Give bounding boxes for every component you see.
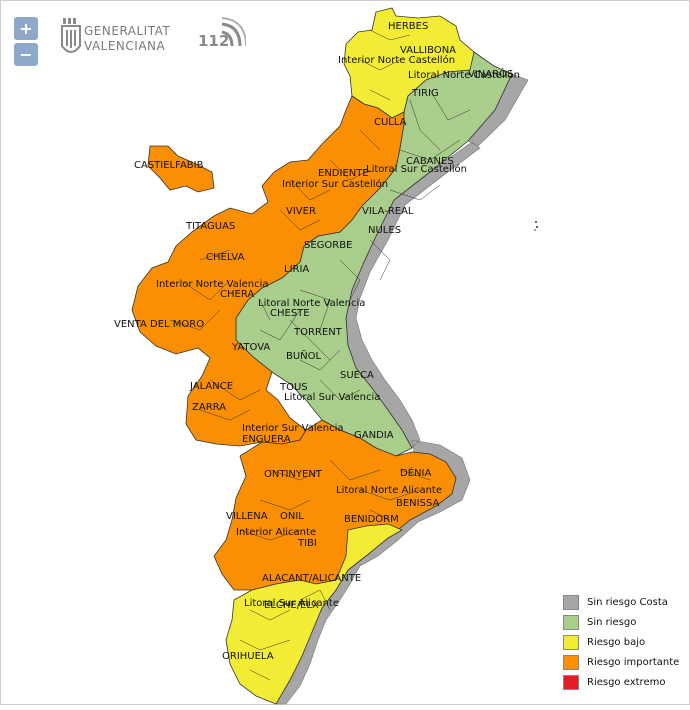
map-label: CABANES: [406, 156, 454, 167]
region-important-enclave[interactable]: [147, 145, 215, 193]
legend-swatch: [563, 634, 579, 650]
map-label: SUECA: [340, 370, 374, 381]
map-label: VENTA DEL MORO: [114, 319, 204, 330]
map-label: TIRIG: [411, 88, 439, 99]
map-label: Interior Norte Valencia: [156, 279, 269, 290]
region-low-south[interactable]: [225, 523, 403, 705]
risk-legend: Sin riesgo Costa Sin riesgo Riesgo bajo …: [563, 592, 679, 692]
map-label: NULES: [368, 225, 401, 236]
map-label: CHERA: [220, 289, 254, 300]
map-label: CHELVA: [206, 252, 244, 263]
map-label: VILLENA: [226, 511, 268, 522]
emergency-number: 112: [198, 32, 230, 50]
legend-label: Riesgo extremo: [587, 676, 666, 688]
legend-swatch: [563, 614, 579, 630]
map-label: VILA-REAL: [362, 206, 414, 217]
map-label: Litoral Norte Valencia: [258, 298, 365, 309]
legend-item: Sin riesgo: [563, 612, 679, 632]
gva-line2: VALENCIANA: [84, 39, 166, 53]
map-label: ELCHE/ELX: [264, 600, 319, 611]
legend-item: Riesgo bajo: [563, 632, 679, 652]
municipal-boundaries: [169, 29, 471, 681]
legend-swatch: [563, 594, 579, 610]
emergency-112-logo: 112: [196, 16, 246, 62]
map-label: LIRIA: [284, 264, 309, 275]
generalitat-logo-icon: [61, 18, 81, 53]
map-label: HERBES: [388, 21, 428, 32]
map-label: ENDIENTE: [318, 168, 369, 179]
map-label: ORIHUELA: [222, 651, 274, 662]
map-label: SEGORBE: [304, 240, 352, 251]
map-label: YATOVA: [231, 342, 270, 353]
map-label: ONIL: [280, 511, 304, 522]
map-label: BENIDORM: [344, 514, 399, 525]
legend-label: Sin riesgo: [587, 616, 637, 628]
map-label: BUÑOL: [286, 349, 322, 362]
map-label: Interior Sur Castellón: [282, 178, 388, 190]
map-label: JALANCE: [189, 381, 233, 392]
map-label: VIVER: [286, 206, 316, 217]
legend-label: Sin riesgo Costa: [587, 596, 668, 608]
legend-swatch: [563, 654, 579, 670]
map-label: Litoral Norte Alicante: [336, 485, 442, 496]
map-label: Litoral Sur Valencia: [284, 392, 380, 403]
legend-swatch: [563, 674, 579, 690]
map-label: ENGUERA: [242, 434, 291, 445]
legend-item: Sin riesgo Costa: [563, 592, 679, 612]
map-label: Interior Sur Valencia: [242, 423, 344, 434]
legend-label: Riesgo importante: [587, 656, 680, 668]
map-label: ZARRA: [192, 402, 226, 413]
map-label: CASTIELFABIB: [134, 160, 204, 171]
columbretes-islands: [534, 221, 538, 231]
map-label: Litoral Norte Castellón: [408, 69, 520, 81]
legend-item: Riesgo importante: [563, 652, 679, 672]
map-label: TORRENT: [293, 327, 343, 338]
region-important-interior[interactable]: [131, 95, 405, 447]
map-label: TITAGUAS: [185, 221, 235, 232]
map-label: DÉNIA: [400, 466, 431, 479]
generalitat-wordmark: GENERALITAT VALENCIANA: [84, 24, 170, 54]
map-label: Interior Alicante: [236, 527, 316, 538]
map-label: TIBI: [297, 538, 317, 549]
map-label: Litoral Sur Castellón: [366, 163, 467, 175]
map-label: CULLA: [374, 117, 407, 128]
map-labels: HERBES VALLIBONA Interior Norte Castelló…: [114, 21, 520, 662]
map-label: BENISSA: [396, 498, 439, 509]
map-label: VALLIBONA: [400, 45, 456, 56]
gva-line1: GENERALITAT: [84, 24, 171, 38]
zoom-out-button[interactable]: −: [14, 43, 38, 66]
map-label: GANDIA: [354, 430, 394, 441]
map-label: ALACANT/ALICANTE: [262, 573, 361, 584]
map-label: Interior Norte Castellón: [338, 54, 455, 66]
map-label: Litoral Sur Alicante: [244, 598, 339, 609]
zoom-in-button[interactable]: +: [14, 17, 38, 40]
legend-item: Riesgo extremo: [563, 672, 679, 692]
signal-waves-icon: [221, 17, 246, 47]
map-label: ONTINYENT: [264, 469, 323, 480]
map-label: VINARÒS: [468, 67, 513, 80]
legend-label: Riesgo bajo: [587, 636, 646, 648]
map-label: TOUS: [279, 382, 308, 393]
map-label: CHESTE: [270, 308, 310, 319]
